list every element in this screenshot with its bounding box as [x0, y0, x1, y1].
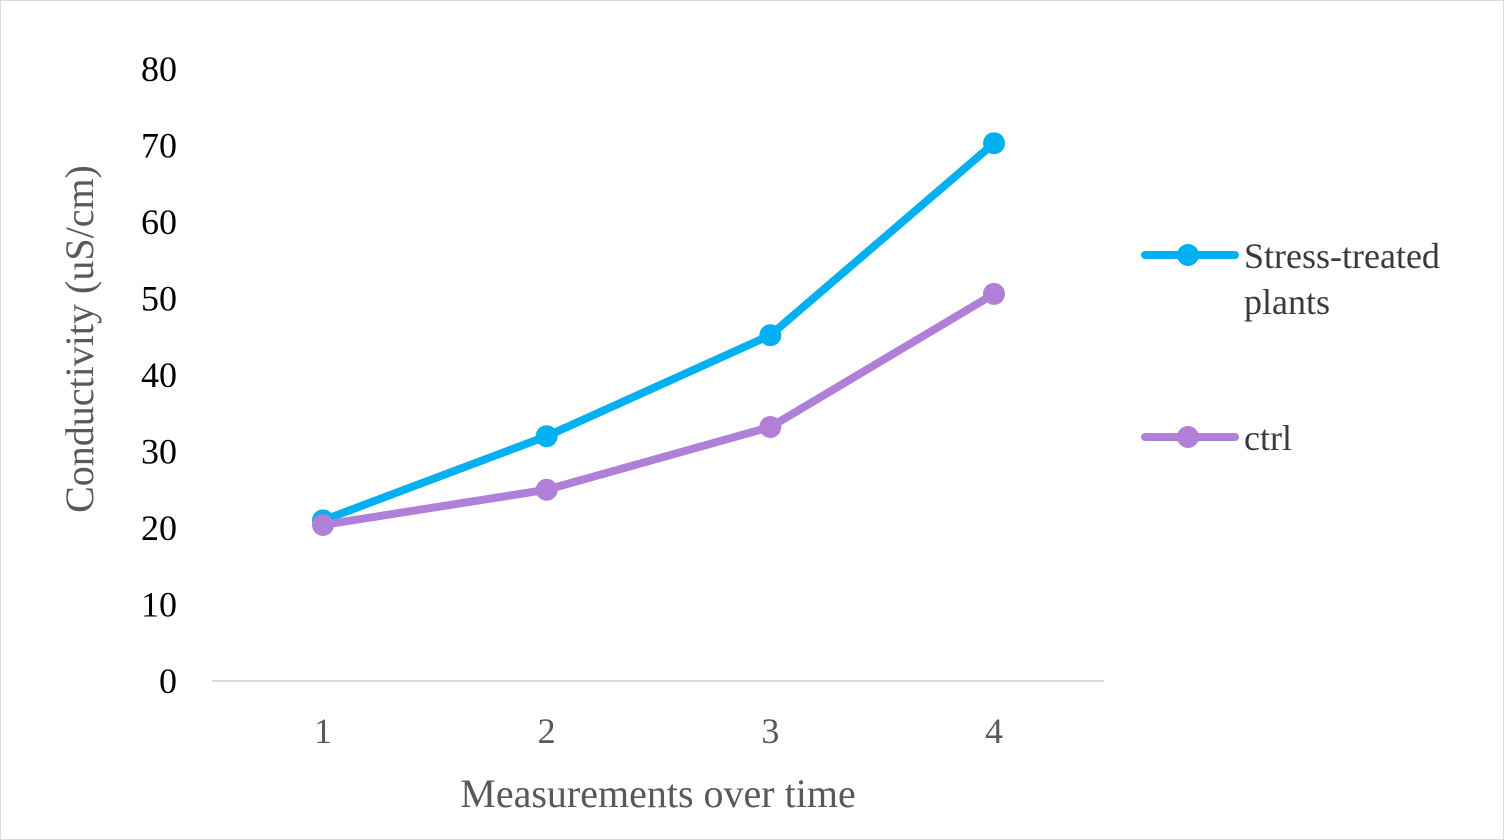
series-line-1	[319, 289, 998, 529]
y-tick-label: 20	[141, 508, 177, 548]
y-tick-label: 30	[141, 432, 177, 472]
y-axis-ticks: 0 10 20 30 40 50 60 70 80	[141, 49, 177, 701]
legend-label-line: ctrl	[1244, 418, 1292, 458]
x-tick-label: 2	[538, 711, 556, 751]
data-point	[759, 416, 782, 439]
series-layer	[312, 132, 1005, 536]
data-point	[983, 282, 1005, 305]
x-tick-label: 3	[761, 711, 779, 751]
x-axis-ticks: 1 2 3 4	[314, 711, 1003, 751]
x-tick-label: 4	[985, 711, 1003, 751]
y-tick-label: 70	[141, 126, 177, 166]
legend-marker	[1177, 426, 1199, 448]
y-tick-label: 60	[141, 202, 177, 242]
data-point	[983, 132, 1005, 155]
data-point	[759, 324, 782, 347]
legend-marker	[1177, 244, 1199, 266]
legend-label-line: Stress-treated	[1244, 236, 1440, 276]
y-tick-label: 50	[141, 279, 177, 319]
y-tick-label: 40	[141, 355, 177, 395]
data-point	[535, 478, 558, 501]
y-tick-label: 10	[141, 585, 177, 625]
legend-label-line: plants	[1244, 282, 1330, 322]
data-point	[535, 425, 558, 448]
y-axis-title: Conductivity (uS/cm)	[57, 165, 102, 513]
y-tick-label: 0	[159, 661, 177, 701]
legend-label: ctrl	[1244, 418, 1292, 458]
legend-label: Stress-treated plants	[1244, 236, 1440, 322]
y-tick-label: 80	[141, 49, 177, 89]
x-tick-label: 1	[314, 711, 332, 751]
legend: Stress-treated plants ctrl	[1141, 236, 1440, 458]
series-line-0	[319, 139, 998, 525]
x-axis-title: Measurements over time	[460, 771, 855, 816]
data-point	[312, 513, 334, 536]
